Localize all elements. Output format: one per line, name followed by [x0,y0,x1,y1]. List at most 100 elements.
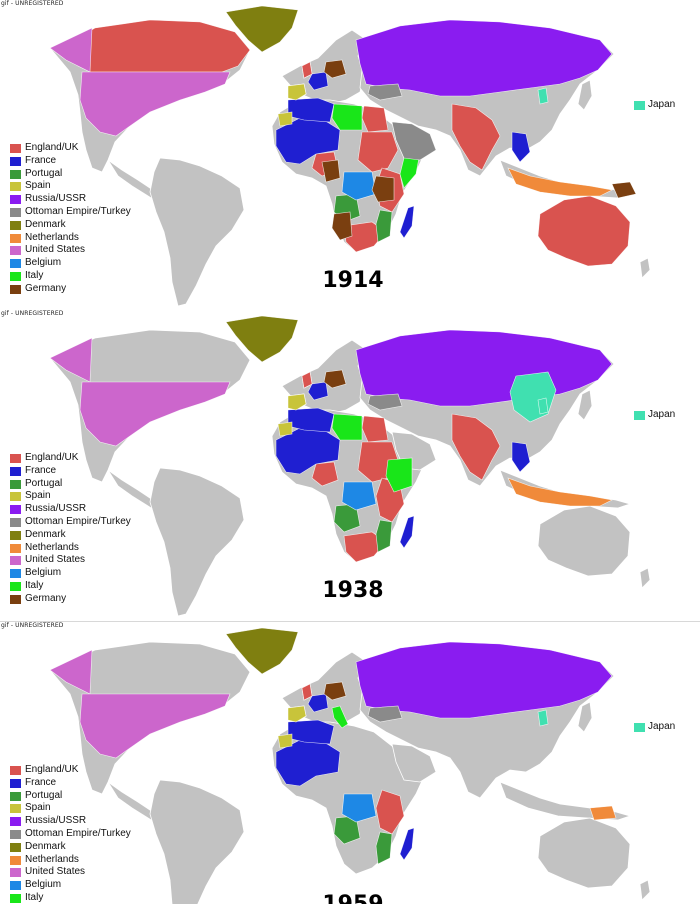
land-nz [639,879,651,901]
region-southafrica [343,221,387,253]
legend-label: Spain [25,802,51,814]
region-indonesia [507,167,613,197]
legend-label: Denmark [25,218,66,230]
region-india [451,413,501,481]
legend-label: Ottoman Empire/Turkey [25,515,131,527]
region-mozambique [375,209,393,243]
legend-swatch [10,207,21,217]
region-greenland [225,5,299,53]
region-korea [537,709,549,727]
legend-swatch [10,259,21,269]
legend-label: Russia/USSR [25,815,87,827]
legend-label: Portugal [25,477,63,489]
land-arabia [391,743,437,783]
legend-label: Belgium [25,879,62,891]
land-japan_isl [577,389,593,421]
legend-label: Netherlands [25,853,79,865]
year-label: 1959 [300,892,406,904]
legend-label: United States [25,554,86,566]
legend-label: Germany [25,592,67,604]
land-japan_isl [577,701,593,733]
legend-swatch [10,581,21,591]
region-turkey [367,705,403,723]
land-nz [639,567,651,589]
legend-swatch [10,246,21,256]
region-greenland [225,627,299,675]
legend-swatch [10,220,21,230]
region-mozambique [375,519,393,553]
legend-swatch [10,233,21,243]
region-germany [323,681,347,701]
region-australia [537,195,631,267]
region-arabia [391,121,437,161]
legend-label: France [25,154,57,166]
region-german_sw [331,211,353,241]
region-ethiopia [385,457,413,493]
legend-label: United States [25,866,86,878]
legend-swatch [10,169,21,179]
legend-label: Ottoman Empire/Turkey [25,827,131,839]
legend-label: France [25,464,57,476]
region-india [451,103,501,171]
land-nz [639,257,651,279]
region-germany [323,59,347,79]
region-southafrica [343,531,387,563]
region-uk_isl [301,683,313,701]
region-madagascar [399,515,415,549]
legend-swatch [10,893,21,903]
region-korea [537,397,549,415]
japan-label: Japan [648,99,676,110]
watermark: gif - UNREGISTERED [1,310,64,317]
region-alaska [49,27,93,73]
region-german_e [371,175,395,203]
legend-label: England/UK [25,452,79,463]
watermark: gif - UNREGISTERED [1,0,64,7]
land-australia [537,817,631,889]
legend-swatch [10,543,21,553]
region-congo [341,793,377,823]
region-cameroon [321,159,341,183]
legend-swatch [10,778,21,788]
land-southamerica [149,157,245,307]
japan-swatch [634,101,645,110]
legend-label: France [25,776,57,788]
region-indochina [511,441,531,473]
legend-swatch [10,881,21,891]
legend-swatch [10,517,21,527]
region-indochina [511,131,531,163]
map-panel-1938: gif - UNREGISTERED England/UK France Portu… [0,310,700,622]
region-madagascar [399,205,415,239]
legend-label: England/UK [25,764,79,775]
land-japan_isl [577,79,593,111]
region-westsahara [277,111,293,127]
legend-swatch [10,505,21,515]
world-map [49,5,651,307]
legend-label: Germany [25,282,67,294]
legend-label: Belgium [25,257,62,269]
legend-label: Italy [25,891,44,903]
legend-label: Italy [25,579,44,591]
region-france [307,381,329,401]
legend-swatch [10,855,21,865]
region-uk_isl [301,371,313,389]
region-westsahara [277,421,293,437]
year-label: 1914 [322,268,384,293]
map-panel-1914: gif - UNREGISTERED England/UK France Portu… [0,0,700,311]
region-madagascar [399,827,415,861]
land-australia [537,505,631,577]
legend-swatch [10,766,21,775]
region-westsahara [277,733,293,749]
watermark: gif - UNREGISTERED [1,622,64,629]
region-indonesia [507,477,613,507]
legend-swatch [10,829,21,839]
region-alaska [49,649,93,695]
map-panel-1959: gif - UNREGISTERED England/UK France Portu… [0,622,700,904]
legend-swatch [10,156,21,166]
region-uk_isl [301,61,313,79]
japan-label: Japan [648,409,676,420]
region-france [307,693,329,713]
legend-swatch [10,569,21,579]
legend-label: Netherlands [25,541,79,553]
legend-label: Denmark [25,528,66,540]
land-southamerica [149,467,245,617]
